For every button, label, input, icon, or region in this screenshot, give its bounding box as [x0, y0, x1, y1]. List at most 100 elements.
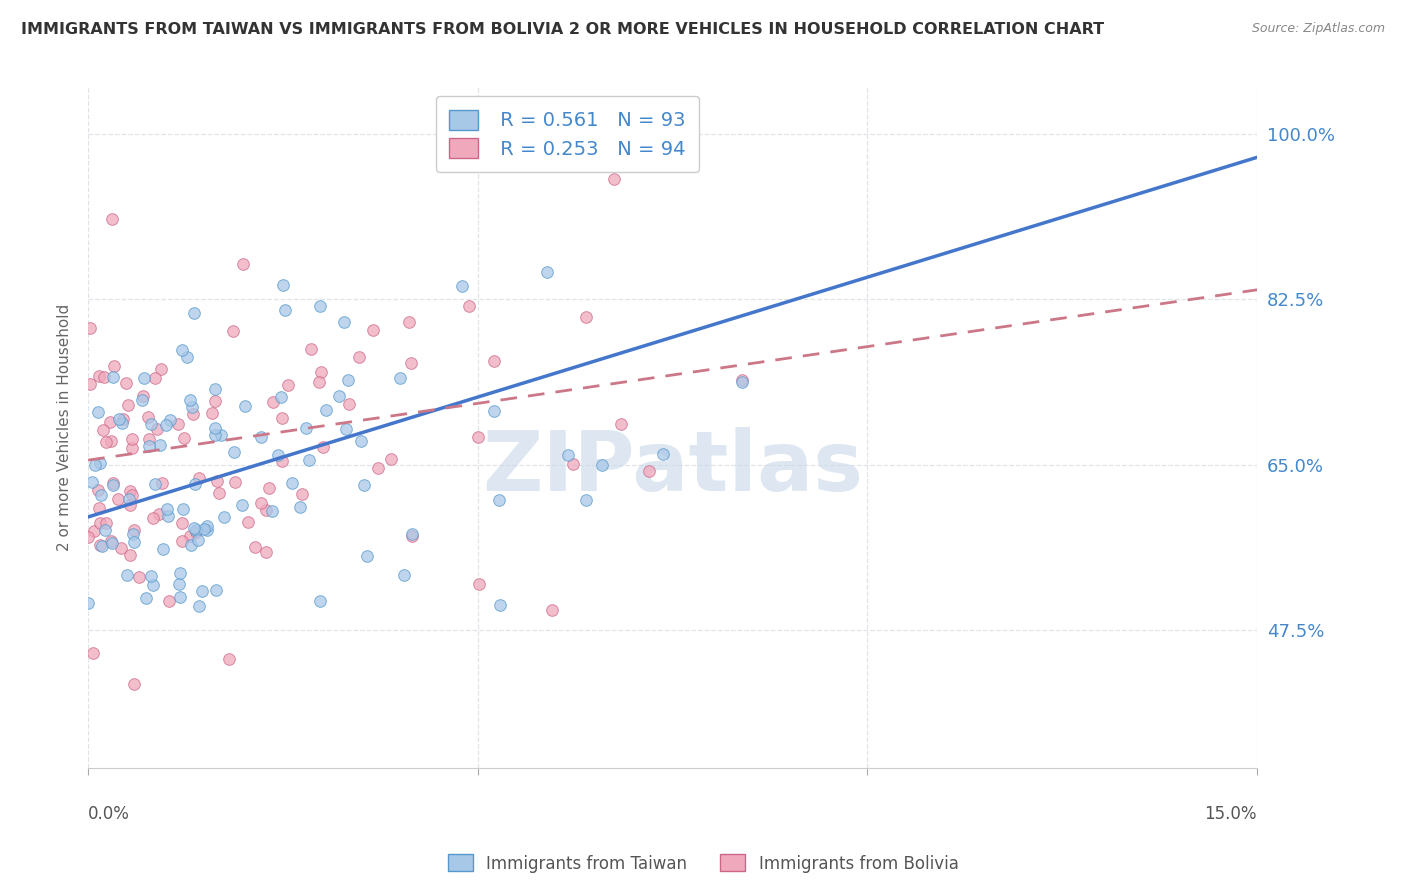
Point — [115, 376, 138, 390]
Point — [179, 529, 201, 543]
Point — [121, 433, 143, 447]
Y-axis label: 2 or more Vehicles in Household: 2 or more Vehicles in Household — [58, 303, 72, 550]
Point — [451, 279, 474, 293]
Point — [731, 375, 754, 389]
Point — [195, 523, 218, 537]
Point — [120, 499, 142, 513]
Text: 0.0%: 0.0% — [89, 805, 129, 823]
Text: ZIPatlas: ZIPatlas — [482, 427, 863, 508]
Point — [183, 306, 205, 320]
Point — [281, 476, 304, 491]
Point — [103, 370, 125, 384]
Point — [222, 324, 245, 338]
Point — [208, 486, 231, 500]
Point — [489, 599, 512, 613]
Point — [188, 599, 211, 613]
Text: Source: ZipAtlas.com: Source: ZipAtlas.com — [1251, 22, 1385, 36]
Point — [204, 382, 226, 396]
Point — [90, 488, 112, 502]
Point — [103, 359, 125, 374]
Text: 15.0%: 15.0% — [1205, 805, 1257, 823]
Point — [91, 424, 114, 438]
Point — [271, 411, 294, 425]
Point — [235, 399, 257, 413]
Point — [295, 421, 318, 435]
Legend: Immigrants from Taiwan, Immigrants from Bolivia: Immigrants from Taiwan, Immigrants from … — [441, 847, 965, 880]
Point — [188, 471, 211, 485]
Point — [347, 350, 370, 364]
Point — [100, 434, 122, 449]
Point — [94, 516, 117, 531]
Point — [204, 427, 226, 442]
Point — [169, 566, 191, 580]
Point — [152, 542, 174, 557]
Point — [172, 516, 194, 531]
Point — [84, 458, 107, 472]
Point — [93, 369, 115, 384]
Point — [380, 451, 402, 466]
Point — [100, 533, 122, 548]
Point — [260, 504, 283, 518]
Point — [353, 477, 375, 491]
Point — [328, 389, 350, 403]
Point — [541, 603, 564, 617]
Point — [169, 590, 191, 604]
Point — [309, 300, 332, 314]
Point — [172, 533, 194, 548]
Point — [86, 405, 108, 419]
Point — [184, 476, 207, 491]
Point — [107, 492, 129, 507]
Point — [94, 523, 117, 537]
Point — [288, 500, 311, 514]
Point — [399, 356, 422, 370]
Point — [651, 447, 673, 461]
Point — [82, 646, 104, 660]
Point — [610, 417, 633, 432]
Point — [112, 412, 135, 426]
Point — [183, 521, 205, 535]
Point — [193, 522, 215, 536]
Point — [274, 302, 297, 317]
Point — [389, 371, 412, 385]
Point — [236, 515, 259, 529]
Point — [83, 524, 105, 538]
Point — [120, 548, 142, 562]
Point — [207, 475, 229, 489]
Point — [179, 393, 201, 408]
Point — [488, 492, 510, 507]
Point — [297, 452, 319, 467]
Point — [574, 492, 596, 507]
Point — [117, 567, 139, 582]
Point — [484, 404, 506, 418]
Point — [191, 583, 214, 598]
Point — [232, 257, 254, 271]
Point — [135, 591, 157, 606]
Point — [277, 377, 299, 392]
Point — [121, 442, 143, 456]
Point — [156, 501, 179, 516]
Point — [249, 496, 271, 510]
Point — [262, 394, 284, 409]
Point — [204, 421, 226, 435]
Point — [90, 540, 112, 554]
Point — [195, 519, 218, 533]
Point — [309, 365, 332, 379]
Point — [333, 316, 356, 330]
Point — [214, 509, 236, 524]
Point — [131, 393, 153, 408]
Point — [315, 402, 337, 417]
Point — [536, 265, 558, 279]
Point — [138, 439, 160, 453]
Point — [603, 172, 626, 186]
Point — [101, 475, 124, 490]
Point — [350, 434, 373, 449]
Point — [204, 394, 226, 409]
Point — [89, 538, 111, 552]
Legend:  R = 0.561   N = 93,  R = 0.253   N = 94: R = 0.561 N = 93, R = 0.253 N = 94 — [436, 96, 699, 172]
Point — [267, 448, 290, 462]
Point — [136, 409, 159, 424]
Point — [87, 369, 110, 384]
Point — [291, 487, 314, 501]
Point — [187, 533, 209, 547]
Point — [181, 407, 204, 421]
